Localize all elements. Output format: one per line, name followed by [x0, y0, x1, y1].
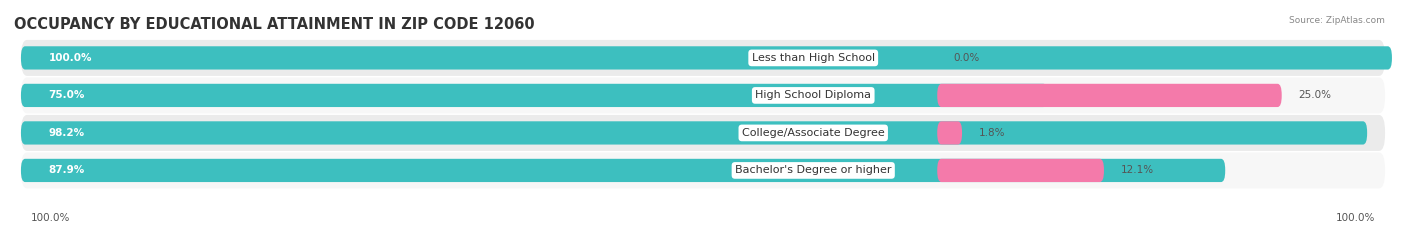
Text: Less than High School: Less than High School — [752, 53, 875, 63]
FancyBboxPatch shape — [21, 77, 1385, 113]
FancyBboxPatch shape — [938, 121, 962, 144]
Text: 12.1%: 12.1% — [1121, 165, 1153, 175]
FancyBboxPatch shape — [21, 115, 1385, 151]
Text: College/Associate Degree: College/Associate Degree — [742, 128, 884, 138]
FancyBboxPatch shape — [21, 121, 1367, 144]
Text: Bachelor's Degree or higher: Bachelor's Degree or higher — [735, 165, 891, 175]
Text: Source: ZipAtlas.com: Source: ZipAtlas.com — [1289, 16, 1385, 25]
Text: 87.9%: 87.9% — [48, 165, 84, 175]
Text: 98.2%: 98.2% — [48, 128, 84, 138]
Text: High School Diploma: High School Diploma — [755, 90, 872, 100]
FancyBboxPatch shape — [938, 159, 1104, 182]
Text: OCCUPANCY BY EDUCATIONAL ATTAINMENT IN ZIP CODE 12060: OCCUPANCY BY EDUCATIONAL ATTAINMENT IN Z… — [14, 17, 534, 32]
Text: 1.8%: 1.8% — [979, 128, 1005, 138]
FancyBboxPatch shape — [21, 46, 1392, 69]
FancyBboxPatch shape — [21, 152, 1385, 188]
FancyBboxPatch shape — [21, 40, 1385, 76]
Text: 0.0%: 0.0% — [953, 53, 980, 63]
Text: 100.0%: 100.0% — [31, 212, 70, 223]
Text: 100.0%: 100.0% — [1336, 212, 1375, 223]
FancyBboxPatch shape — [938, 84, 1282, 107]
Text: 100.0%: 100.0% — [48, 53, 91, 63]
FancyBboxPatch shape — [21, 159, 1225, 182]
FancyBboxPatch shape — [21, 84, 1047, 107]
Text: 75.0%: 75.0% — [48, 90, 84, 100]
Text: 25.0%: 25.0% — [1298, 90, 1331, 100]
